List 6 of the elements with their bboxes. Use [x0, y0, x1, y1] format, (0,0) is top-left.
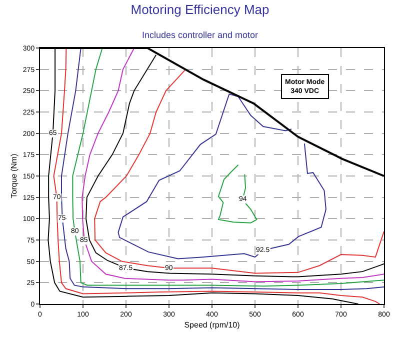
- y-axis-title: Torque (Nm): [10, 153, 19, 198]
- line-series: [218, 164, 258, 224]
- x-axis-title: Speed (rpm/10): [184, 320, 240, 330]
- chart-subtitle: Includes controller and motor: [142, 30, 258, 40]
- chart-title: Motoring Efficiency Map: [130, 2, 270, 18]
- line-series: [118, 94, 326, 260]
